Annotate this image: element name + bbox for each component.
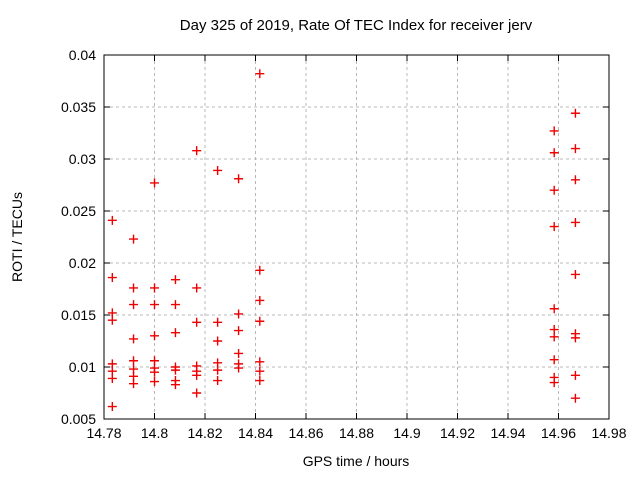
axes: 14.78 14.8 14.82 14.84 14.86 14.88 14.9 14.92 14… bbox=[61, 47, 627, 441]
x-tick-label: 14.84 bbox=[238, 425, 273, 441]
x-tick-label: 14.96 bbox=[541, 425, 576, 441]
data-point-marker bbox=[570, 333, 580, 343]
data-point-marker bbox=[255, 376, 265, 386]
y-tick-label: 0.025 bbox=[61, 203, 96, 219]
data-point-marker bbox=[129, 356, 139, 366]
data-point-marker bbox=[549, 126, 559, 136]
y-axis-label: ROTI / TECUs bbox=[9, 192, 25, 282]
data-point-marker bbox=[129, 234, 139, 244]
data-point-marker bbox=[255, 366, 265, 376]
data-point-marker bbox=[107, 315, 117, 325]
data-points bbox=[107, 69, 580, 412]
y-tick-label: 0.01 bbox=[69, 359, 96, 375]
data-point-marker bbox=[192, 146, 202, 156]
data-point-marker bbox=[107, 215, 117, 225]
y-tick-label: 0.03 bbox=[69, 151, 96, 167]
data-point-marker bbox=[570, 175, 580, 185]
y-tick-label: 0.015 bbox=[61, 307, 96, 323]
grid-lines bbox=[104, 55, 609, 419]
chart-title: Day 325 of 2019, Rate Of TEC Index for r… bbox=[180, 17, 533, 34]
y-tick-label: 0.04 bbox=[69, 47, 96, 63]
y-tick-label: 0.02 bbox=[69, 255, 96, 271]
data-point-marker bbox=[213, 165, 223, 175]
data-point-marker bbox=[549, 148, 559, 158]
data-point-marker bbox=[107, 273, 117, 283]
x-tick-label: 14.88 bbox=[339, 425, 374, 441]
data-point-marker bbox=[192, 283, 202, 293]
data-point-marker bbox=[570, 370, 580, 380]
x-tick-label: 14.92 bbox=[440, 425, 475, 441]
data-point-marker bbox=[170, 275, 180, 285]
data-point-marker bbox=[234, 348, 244, 358]
data-point-marker bbox=[192, 388, 202, 398]
data-point-marker bbox=[170, 300, 180, 310]
data-point-marker bbox=[570, 393, 580, 403]
data-point-marker bbox=[255, 69, 265, 79]
data-point-marker bbox=[150, 367, 159, 377]
data-point-marker bbox=[549, 378, 559, 388]
data-point-marker bbox=[129, 334, 139, 344]
x-axis-label: GPS time / hours bbox=[303, 453, 410, 469]
data-point-marker bbox=[129, 379, 139, 389]
data-point-marker bbox=[570, 144, 580, 154]
x-tick-label: 14.86 bbox=[288, 425, 323, 441]
data-point-marker bbox=[255, 265, 265, 275]
data-point-marker bbox=[150, 283, 159, 293]
data-point-marker bbox=[255, 295, 265, 305]
plot-border bbox=[103, 54, 610, 420]
y-tick-label: 0.005 bbox=[61, 411, 96, 427]
data-point-marker bbox=[213, 365, 223, 375]
x-tick-label: 14.9 bbox=[393, 425, 420, 441]
data-point-marker bbox=[549, 332, 559, 342]
data-point-marker bbox=[234, 174, 244, 184]
data-point-marker bbox=[150, 300, 159, 310]
data-point-marker bbox=[170, 365, 180, 375]
data-point-marker bbox=[213, 317, 223, 327]
data-point-marker bbox=[234, 309, 244, 319]
data-point-marker bbox=[255, 316, 265, 326]
data-point-marker bbox=[549, 222, 559, 232]
data-point-marker bbox=[129, 283, 139, 293]
data-point-marker bbox=[107, 402, 117, 412]
x-tick-label: 14.98 bbox=[591, 425, 626, 441]
data-point-marker bbox=[549, 185, 559, 195]
x-tick-label: 14.78 bbox=[86, 425, 121, 441]
data-point-marker bbox=[192, 317, 202, 327]
x-tick-label: 14.8 bbox=[141, 425, 168, 441]
x-tick-label: 14.94 bbox=[490, 425, 525, 441]
data-point-marker bbox=[150, 331, 159, 341]
data-point-marker bbox=[150, 178, 159, 188]
data-point-marker bbox=[570, 108, 580, 118]
data-point-marker bbox=[213, 376, 223, 386]
data-point-marker bbox=[170, 380, 180, 390]
data-point-marker bbox=[549, 304, 559, 314]
data-point-marker bbox=[129, 300, 139, 310]
data-point-marker bbox=[170, 328, 180, 338]
y-tick-label: 0.035 bbox=[61, 99, 96, 115]
data-point-marker bbox=[255, 357, 265, 367]
data-point-marker bbox=[213, 336, 223, 346]
data-point-marker bbox=[234, 363, 244, 373]
data-point-marker bbox=[192, 370, 202, 380]
data-point-marker bbox=[234, 326, 244, 336]
data-point-marker bbox=[549, 355, 559, 365]
x-tick-label: 14.82 bbox=[187, 425, 222, 441]
data-point-marker bbox=[107, 373, 117, 383]
data-point-marker bbox=[570, 217, 580, 227]
data-point-marker bbox=[570, 269, 580, 279]
data-point-marker bbox=[150, 377, 159, 387]
